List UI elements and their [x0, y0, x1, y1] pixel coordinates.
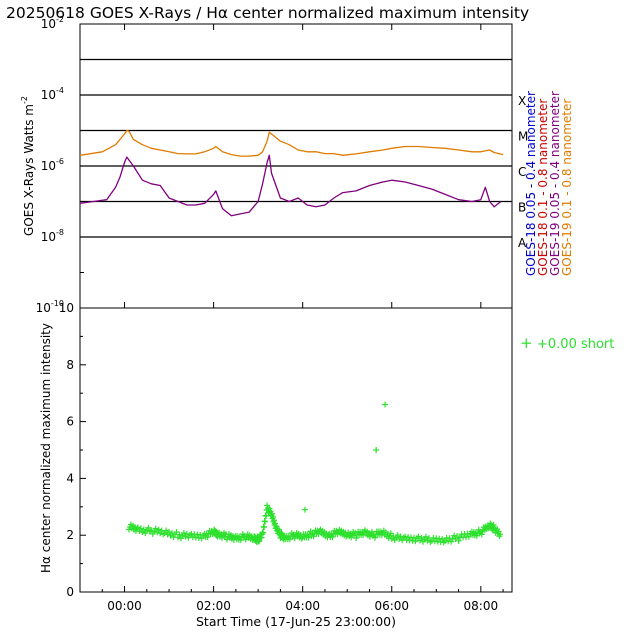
xray-legend-item: GOES-18 0.1 - 0.8 nanometer — [536, 99, 550, 276]
xray-y-axis-label: GOES X-Rays Watts m-2 — [20, 96, 36, 236]
flare-class-a: A — [518, 236, 527, 250]
halpha-point — [155, 526, 162, 533]
halpha-point — [315, 531, 322, 538]
halpha-point — [310, 533, 317, 540]
y-tick-label: 4 — [66, 471, 74, 485]
halpha-point — [176, 531, 183, 538]
halpha-y-axis-label: Hα center normalized maximum intensity — [39, 323, 53, 573]
xray-y-ticks: 10-2 10-4 10-6 10-8 10-10 — [36, 15, 86, 315]
halpha-legend-label: +0.00 short — [537, 337, 614, 352]
flare-class-labels: X M C B A — [518, 94, 528, 250]
y-tick-label: 8 — [66, 358, 74, 372]
x-tick-label: 00:00 — [107, 599, 142, 613]
halpha-point — [163, 527, 170, 534]
xray-series-line — [79, 154, 502, 217]
halpha-point — [418, 534, 425, 541]
halpha-point — [148, 527, 155, 534]
halpha-point — [473, 532, 480, 539]
halpha-point — [465, 533, 472, 540]
halpha-point — [329, 534, 336, 541]
halpha-point — [415, 533, 422, 540]
xray-reference-lines — [80, 58, 512, 238]
x-axis-label: Start Time (17-Jun-25 23:00:00) — [196, 614, 396, 629]
halpha-point — [353, 535, 360, 542]
halpha-point — [301, 506, 308, 513]
halpha-point — [180, 529, 187, 536]
halpha-point — [371, 534, 378, 541]
flare-class-x: X — [518, 94, 526, 108]
halpha-point — [137, 525, 144, 532]
halpha-point — [173, 529, 180, 536]
halpha-points — [125, 401, 504, 546]
halpha-point — [169, 530, 176, 537]
y-tick-label: 10-4 — [41, 86, 64, 102]
flare-class-b: B — [518, 201, 526, 215]
chart-title: 20250618 GOES X-Rays / Hα center normali… — [6, 4, 529, 22]
halpha-point — [373, 447, 380, 453]
x-tick-label: 08:00 — [464, 599, 499, 613]
halpha-point — [382, 401, 389, 408]
halpha-point — [390, 533, 397, 540]
halpha-point — [140, 526, 147, 533]
xray-legend-item: GOES-18 0.05 - 0.4 nanometer — [524, 91, 538, 276]
halpha-point — [262, 518, 269, 525]
y-tick-label: 10-8 — [41, 228, 64, 244]
flare-class-m: M — [518, 130, 528, 144]
x-tick-label: 06:00 — [374, 599, 409, 613]
halpha-y-ticks: 0 2 4 6 8 10 — [59, 301, 86, 599]
y-tick-label: 10-6 — [41, 157, 64, 173]
halpha-point — [298, 535, 305, 542]
xray-y-axis-label-sup: -2 — [20, 96, 29, 104]
halpha-point — [490, 521, 497, 528]
halpha-point — [455, 537, 462, 544]
y-tick-label: 2 — [66, 528, 74, 542]
halpha-point — [134, 524, 141, 531]
xray-series-line — [79, 129, 504, 157]
halpha-point — [478, 531, 485, 538]
halpha-legend: + +0.00 short — [520, 334, 614, 352]
y-tick-label: 10 — [59, 301, 74, 315]
halpha-point — [286, 536, 293, 543]
x-tick-label: 04:00 — [285, 599, 320, 613]
time-x-ticks: 00:00 02:00 04:00 06:00 08:00 — [79, 24, 504, 613]
halpha-point — [261, 524, 268, 531]
halpha-point — [497, 531, 504, 538]
y-tick-label: 10-2 — [41, 15, 64, 31]
xray-legend-item: GOES-19 0.05 - 0.4 nanometer — [548, 91, 562, 276]
halpha-legend-marker: + — [520, 334, 533, 352]
xray-series — [79, 129, 504, 217]
x-tick-label: 02:00 — [196, 599, 231, 613]
y-tick-label: 0 — [66, 585, 74, 599]
y-tick-label: 6 — [66, 415, 74, 429]
halpha-point — [394, 532, 401, 539]
y-tick-label: 10-10 — [36, 299, 64, 315]
xray-legend-item: GOES-19 0.1 - 0.8 nanometer — [560, 99, 574, 276]
halpha-point — [166, 528, 173, 535]
halpha-point — [260, 529, 267, 536]
halpha-point — [152, 525, 159, 532]
halpha-point — [422, 533, 429, 540]
halpha-point — [204, 534, 211, 541]
flare-class-c: C — [518, 165, 526, 179]
xray-y-axis-label-main: GOES X-Rays Watts m — [22, 104, 36, 236]
